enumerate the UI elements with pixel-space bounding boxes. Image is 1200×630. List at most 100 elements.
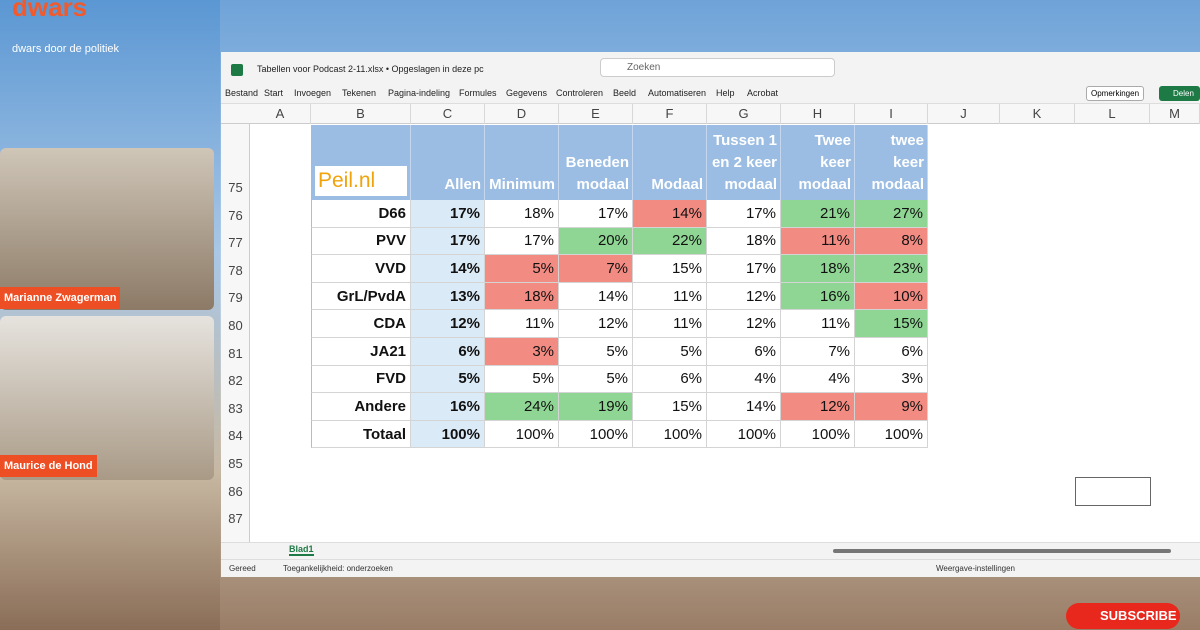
column-heading: Allen: [411, 125, 485, 200]
column-heading: Twee keer modaal: [781, 125, 855, 200]
excel-icon: [231, 64, 243, 76]
table-cell: 3%: [855, 365, 928, 394]
column-header: A: [250, 104, 311, 124]
peil-logo: Peil.nl: [315, 166, 407, 196]
table-cell: 5%: [559, 365, 633, 394]
table-cell: 21%: [781, 200, 855, 228]
table-cell: 5%: [485, 365, 559, 394]
column-header: D: [485, 104, 559, 124]
table-cell: 14%: [559, 282, 633, 311]
share-button[interactable]: Delen: [1159, 86, 1200, 101]
table-cell: 14%: [707, 393, 781, 421]
menu-item[interactable]: Bestand: [225, 88, 259, 98]
table-cell: 5%: [411, 365, 485, 394]
selected-cell: [1075, 477, 1151, 506]
status-view-settings[interactable]: Weergave-instellingen: [936, 564, 1016, 573]
row-label: JA21: [311, 338, 411, 366]
table-cell: 8%: [855, 227, 928, 256]
column-header: L: [1075, 104, 1150, 124]
table-cell: 6%: [707, 338, 781, 366]
status-bar: [221, 559, 1200, 577]
speaker-name: Marianne Zwagerman: [0, 287, 121, 309]
table-cell: 100%: [707, 420, 781, 449]
table-cell: 5%: [559, 338, 633, 366]
table-cell: 6%: [855, 338, 928, 366]
table-cell: 12%: [781, 393, 855, 421]
menu-item[interactable]: Start: [264, 88, 284, 98]
table-cell: 100%: [855, 420, 928, 449]
sheet-tab[interactable]: Blad1: [289, 544, 314, 556]
table-cell: 11%: [781, 227, 855, 256]
table-cell: 11%: [633, 282, 707, 311]
search-box[interactable]: Zoeken: [600, 58, 835, 77]
row-label: D66: [311, 200, 411, 228]
table-cell: 100%: [781, 420, 855, 449]
brand-logo: dwars: [12, 0, 88, 22]
table-cell: 17%: [411, 200, 485, 228]
table-cell: 17%: [707, 255, 781, 283]
table-cell: 11%: [781, 310, 855, 338]
table-cell: 13%: [411, 282, 485, 311]
table-cell: 15%: [633, 393, 707, 421]
menu-item[interactable]: Automatiseren: [648, 88, 707, 98]
row-number: 80: [228, 318, 243, 333]
sheet-tabs-bar: [221, 542, 1200, 559]
table-cell: 17%: [485, 227, 559, 256]
row-number: 75: [228, 180, 243, 195]
column-header: K: [1000, 104, 1075, 124]
status-ready: Gereed: [229, 564, 256, 573]
comments-button[interactable]: Opmerkingen: [1086, 86, 1145, 101]
menu-item[interactable]: Acrobat: [747, 88, 779, 98]
table-cell: 7%: [781, 338, 855, 366]
column-header: M: [1150, 104, 1200, 124]
row-number: 79: [228, 290, 243, 306]
column-header: J: [928, 104, 1000, 124]
table-cell: 9%: [855, 393, 928, 421]
table-cell: 10%: [855, 282, 928, 311]
table-cell: 14%: [411, 255, 485, 283]
table-cell: 100%: [633, 420, 707, 449]
column-heading: Modaal: [633, 125, 707, 200]
table-cell: 15%: [633, 255, 707, 283]
scrollbar[interactable]: [833, 549, 1171, 553]
status-accessibility[interactable]: Toegankelijkheid: onderzoeken: [283, 564, 393, 573]
row-number: 85: [228, 456, 243, 471]
column-header: I: [855, 104, 928, 124]
row-label: Andere: [311, 393, 411, 421]
table-cell: 16%: [411, 393, 485, 421]
table-cell: 11%: [485, 310, 559, 338]
table-cell: 24%: [485, 393, 559, 421]
table-cell: 16%: [781, 282, 855, 311]
menu-item[interactable]: Invoegen: [294, 88, 332, 98]
table-cell: 5%: [633, 338, 707, 366]
column-heading: Beneden modaal: [559, 125, 633, 200]
menu-item[interactable]: Pagina-indeling: [388, 88, 451, 98]
row-number: 82: [228, 373, 243, 389]
table-cell: 23%: [855, 255, 928, 283]
table-cell: 17%: [411, 227, 485, 256]
table-cell: 17%: [559, 200, 633, 228]
menu-item[interactable]: Controleren: [556, 88, 604, 98]
table-cell: 6%: [411, 338, 485, 366]
column-header: B: [311, 104, 411, 124]
stream-background: [0, 0, 220, 630]
menu-item[interactable]: Beeld: [613, 88, 637, 98]
webcam-video: [0, 316, 214, 480]
menu-item[interactable]: Formules: [459, 88, 497, 98]
row-number: 77: [228, 235, 243, 251]
speaker-name: Maurice de Hond: [0, 455, 97, 477]
subscribe-button[interactable]: SUBSCRIBE: [1066, 603, 1180, 629]
column-heading: Minimum: [485, 125, 559, 200]
table-cell: 4%: [707, 365, 781, 394]
brand-tagline: dwars door de politiek: [12, 43, 120, 55]
row-label: Totaal: [311, 420, 411, 449]
table-cell: 22%: [633, 227, 707, 256]
column-heading: Meer dan twee keer modaal: [855, 125, 928, 200]
menu-item[interactable]: Tekenen: [342, 88, 377, 98]
menu-item[interactable]: Help: [716, 88, 735, 98]
table-cell: 18%: [781, 255, 855, 283]
table-cell: 11%: [633, 310, 707, 338]
table-cell: 100%: [485, 420, 559, 449]
row-number: 86: [228, 483, 243, 499]
menu-item[interactable]: Gegevens: [506, 88, 548, 98]
